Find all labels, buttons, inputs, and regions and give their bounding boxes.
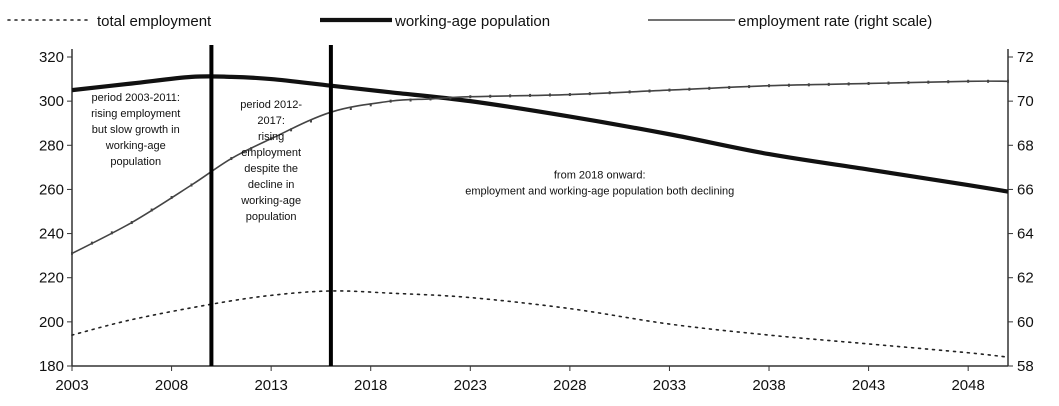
series-point-2	[290, 128, 293, 132]
y-left-tick-label: 180	[39, 358, 64, 375]
y-left-tick-label: 240	[39, 226, 64, 243]
legend: total employment working-age population em…	[7, 13, 932, 30]
series-point-2	[309, 119, 312, 123]
period-2-line: employment	[241, 147, 301, 159]
series-line-2	[71, 80, 1009, 255]
series-point-2	[429, 97, 432, 101]
annotations: period 2003-2011: rising employment but sl…	[91, 92, 734, 223]
series-point-2	[369, 103, 372, 107]
series-point-2	[787, 83, 790, 87]
y-right-tick-label: 66	[1017, 181, 1034, 198]
series-point-2	[489, 94, 492, 98]
x-tick-label: 2028	[553, 377, 586, 394]
series-point-2	[449, 96, 452, 100]
series-point-2	[170, 196, 173, 200]
plot-frame	[71, 49, 1009, 367]
x-tick-label: 2048	[951, 377, 984, 394]
period-dividers	[209, 45, 333, 366]
legend-label-0: total employment	[97, 13, 212, 30]
series-point-2	[130, 221, 133, 225]
period-2-line: rising	[258, 131, 284, 143]
x-tick-label: 2033	[653, 377, 686, 394]
series-point-2	[688, 87, 691, 91]
series-point-2	[71, 251, 73, 255]
series-point-2	[568, 93, 571, 97]
x-tick-label: 2013	[254, 377, 287, 394]
period-3-line: from 2018 onward:	[554, 169, 646, 181]
y-right-tick-label: 64	[1017, 226, 1034, 243]
period-2-line: despite the	[244, 163, 298, 175]
series-point-2	[907, 81, 910, 85]
series-point-2	[1007, 79, 1009, 83]
y-right-tick-label: 72	[1017, 49, 1034, 66]
period-3-line: employment and working-age population bo…	[465, 185, 734, 197]
x-tick-label: 2038	[752, 377, 785, 394]
series-point-2	[608, 91, 611, 95]
x-tick-label: 2018	[354, 377, 387, 394]
period-1-line: but slow growth in	[92, 124, 180, 136]
x-tick-label: 2043	[852, 377, 885, 394]
series-point-2	[409, 98, 412, 102]
y-right-tick-label: 60	[1017, 314, 1034, 331]
y-right-tick-label: 62	[1017, 270, 1034, 287]
period-2-line: population	[246, 211, 297, 223]
series-point-2	[389, 99, 392, 103]
series-point-2	[509, 94, 512, 98]
series-point-2	[748, 85, 751, 89]
x-tick-label: 2003	[55, 377, 88, 394]
series-point-2	[987, 79, 990, 83]
series-point-2	[847, 82, 850, 86]
series-point-2	[867, 81, 870, 85]
series-point-2	[529, 93, 532, 97]
period-1-line: period 2003-2011:	[91, 92, 179, 104]
series-point-2	[648, 89, 651, 93]
series-point-2	[150, 208, 153, 212]
y-left-tick-label: 280	[39, 137, 64, 154]
series-point-2	[190, 183, 193, 187]
series-point-2	[768, 84, 771, 88]
y-left-tick-label: 220	[39, 270, 64, 287]
period-1-line: population	[110, 156, 161, 168]
x-tick-label: 2008	[155, 377, 188, 394]
series-point-2	[349, 107, 352, 110]
series-point-2	[927, 80, 930, 84]
y-left-tick-label: 320	[39, 49, 64, 66]
y-right-tick-label: 58	[1017, 358, 1034, 375]
series-point-2	[728, 85, 731, 89]
series-point-2	[469, 95, 472, 99]
series-point-2	[807, 83, 810, 87]
y-left-tick-label: 260	[39, 181, 64, 198]
legend-label-1: working-age population	[394, 13, 550, 30]
period-2-line: decline in	[248, 179, 294, 191]
period-2-line: 2017:	[257, 115, 285, 127]
series-point-2	[668, 88, 671, 92]
series-point-2	[887, 81, 890, 85]
series-point-2	[628, 90, 631, 94]
period-2-line: working-age	[240, 195, 301, 207]
legend-label-2: employment rate (right scale)	[738, 13, 932, 30]
series-point-2	[270, 137, 273, 141]
series-point-2	[110, 231, 113, 235]
series-point-2	[588, 92, 591, 96]
series-point-2	[827, 82, 830, 86]
series-point-2	[230, 157, 233, 161]
x-tick-label: 2023	[454, 377, 487, 394]
period-1-line: working-age	[105, 140, 166, 152]
series-point-2	[250, 147, 253, 151]
period-1-line: rising employment	[91, 108, 180, 120]
series-point-2	[548, 93, 551, 97]
series-point-2	[90, 241, 93, 245]
axis-ticks: 180 200 220 240 260 280 300 320 58 60 62 64 66 68 70 72…	[39, 49, 1034, 394]
y-left-tick-label: 200	[39, 314, 64, 331]
y-right-tick-label: 70	[1017, 93, 1034, 110]
series-point-2	[967, 79, 970, 83]
series-point-2	[708, 86, 711, 90]
y-left-tick-label: 300	[39, 93, 64, 110]
period-2-line: period 2012-	[240, 99, 302, 111]
series-point-2	[947, 80, 950, 84]
y-right-tick-label: 68	[1017, 137, 1034, 154]
